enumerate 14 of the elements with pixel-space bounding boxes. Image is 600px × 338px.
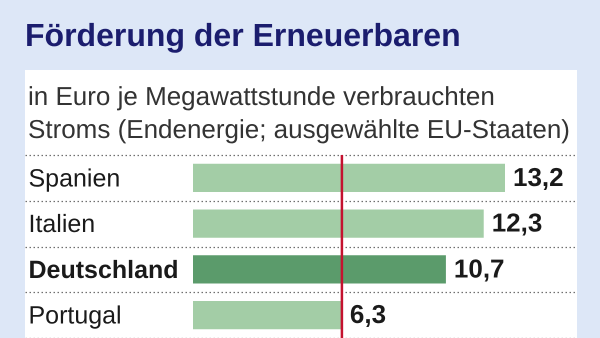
y-tick-label: Spanien xyxy=(28,164,120,192)
chart-subtitle: in Euro je Megawattstunde verbrauchten Stroms (Endenergie; ausgewählte EU-Staaten) xyxy=(28,81,570,144)
data-label: 12,3 xyxy=(492,208,542,238)
data-label: 13,2 xyxy=(513,162,564,192)
bar xyxy=(193,255,446,284)
y-tick-label: Portugal xyxy=(28,302,122,330)
bar xyxy=(193,300,342,330)
bar xyxy=(193,209,484,238)
data-label: 10,7 xyxy=(454,253,505,284)
y-tick-label: Deutschland xyxy=(28,256,179,284)
chart-title: Förderung der Erneuerbaren xyxy=(25,17,461,53)
y-tick-label: Italien xyxy=(28,210,96,238)
bar xyxy=(193,164,505,192)
data-label: 6,3 xyxy=(350,299,386,330)
